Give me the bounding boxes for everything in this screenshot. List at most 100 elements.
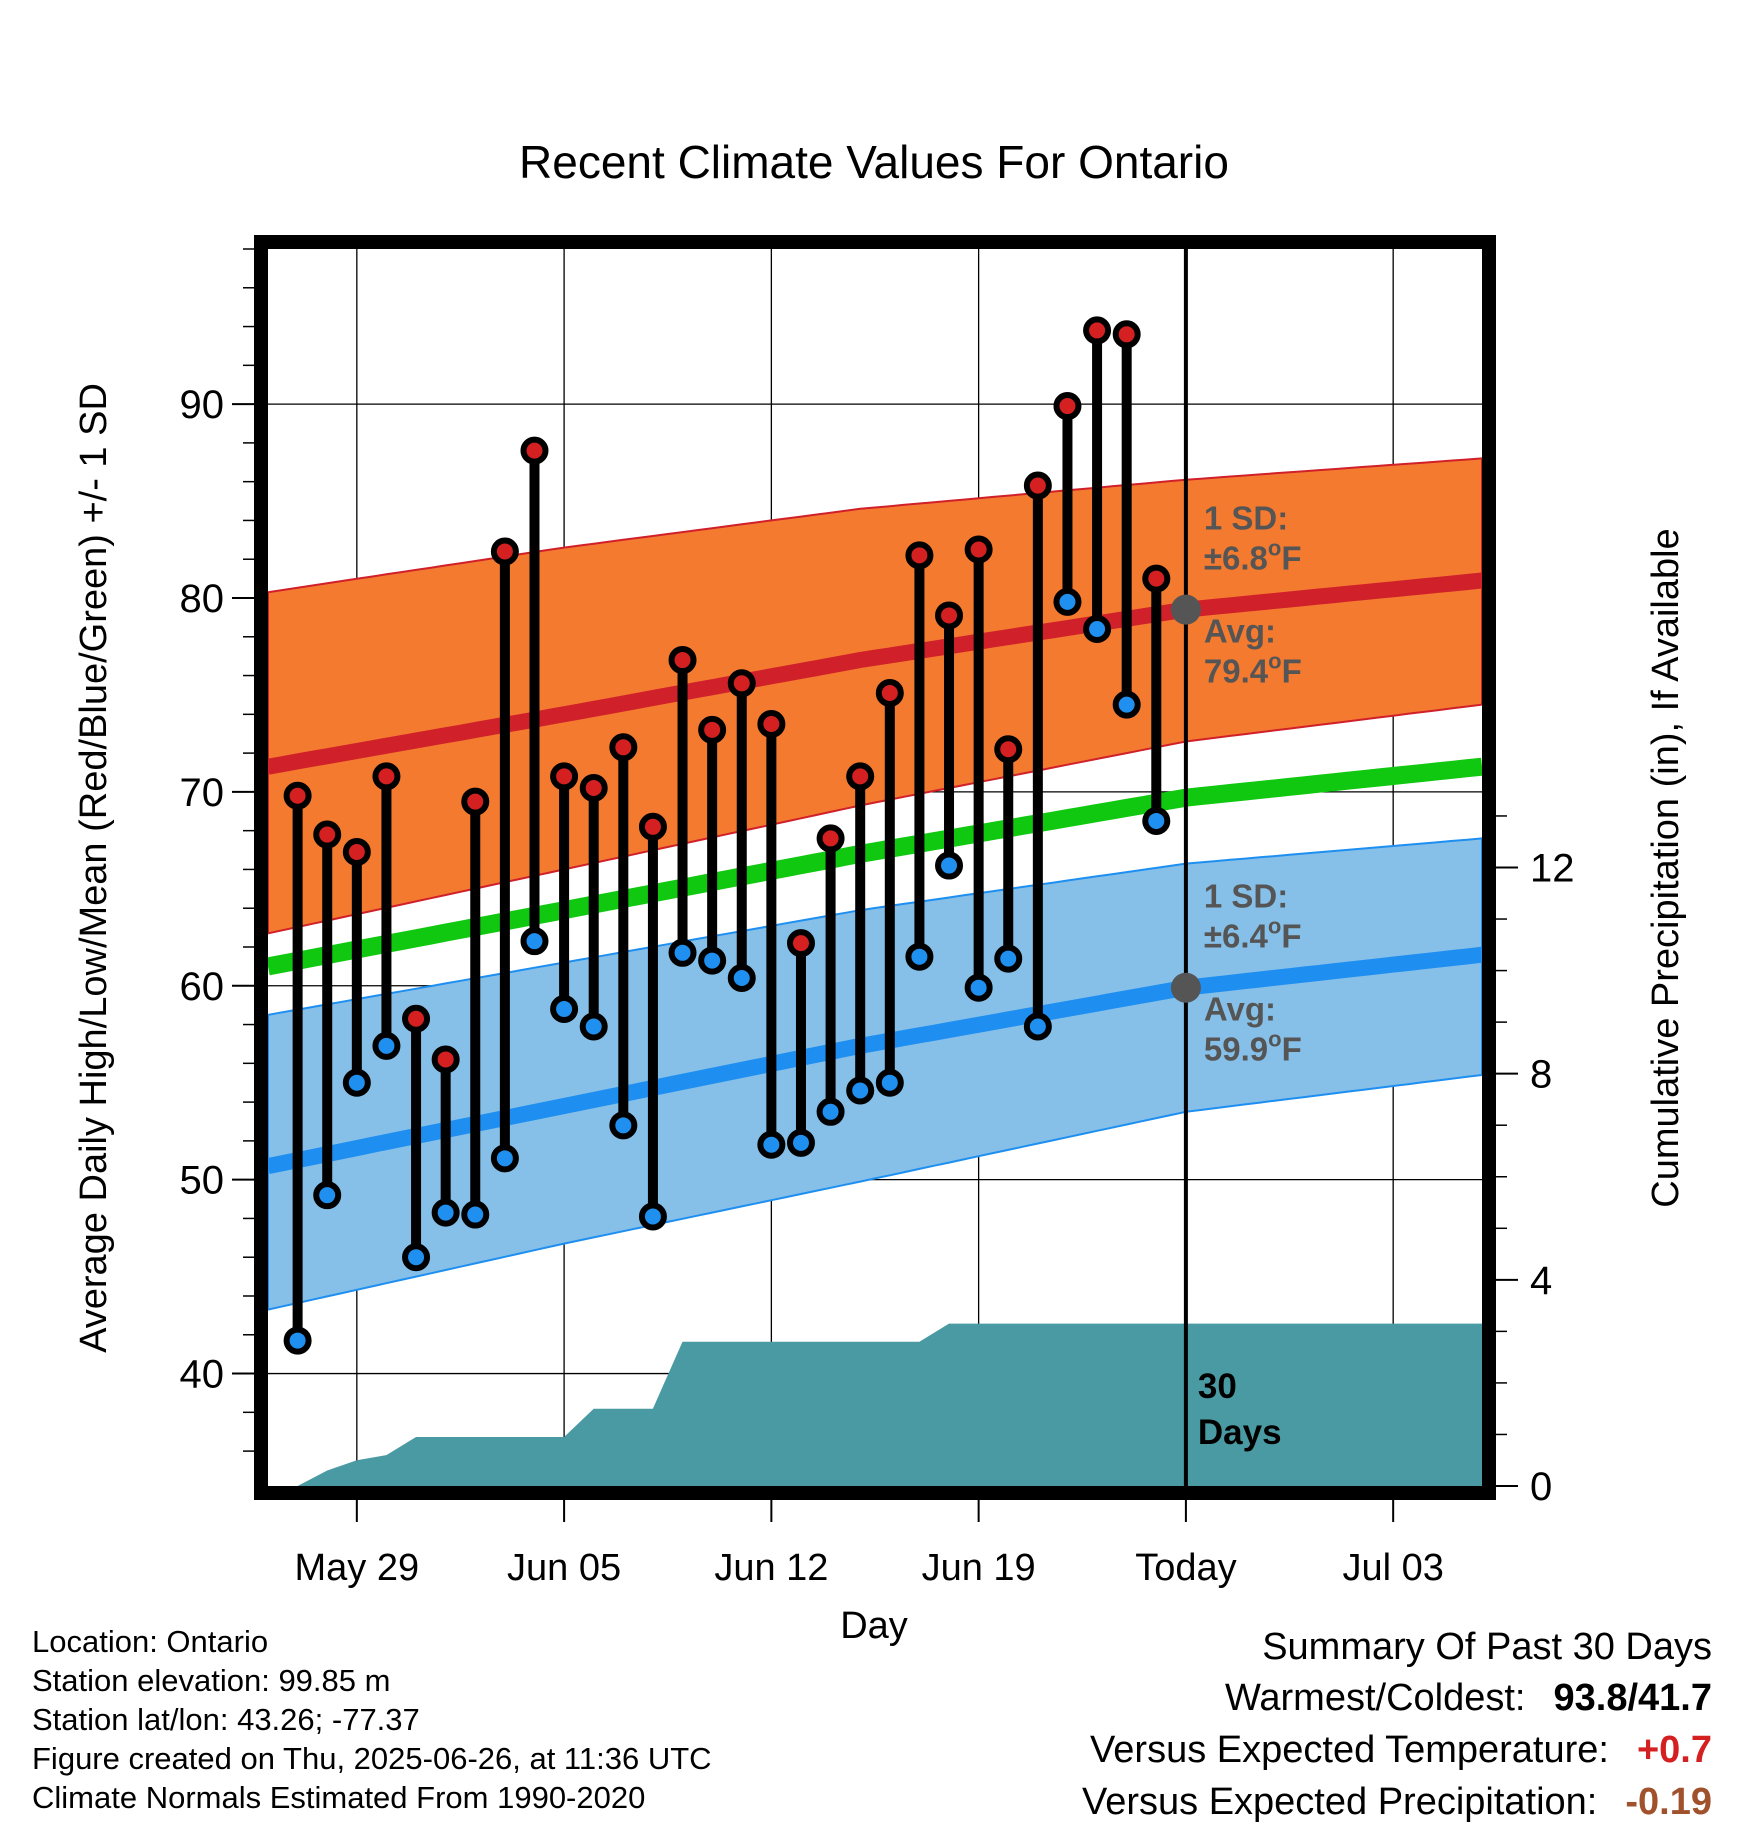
y-tick-label: 60 — [180, 965, 225, 1009]
low-temp-point — [342, 1068, 371, 1097]
warm-cold-value: 93.8/41.7 — [1553, 1677, 1713, 1719]
low-temp-point — [757, 1130, 786, 1159]
x-tick-label: Jun 19 — [922, 1547, 1036, 1589]
high-temp-point — [727, 669, 756, 698]
y-tick-label: 70 — [180, 771, 225, 815]
y2-tick-label: 8 — [1530, 1053, 1552, 1097]
high-temp-point — [1083, 316, 1112, 345]
high-temp-point — [846, 762, 875, 791]
low-temp-point — [372, 1031, 401, 1060]
low-temp-point — [875, 1068, 904, 1097]
low-temp-point — [579, 1012, 608, 1041]
high-annotation-sd-value: ±6.8oF — [1204, 536, 1302, 577]
y2-tick-label: 12 — [1530, 847, 1575, 891]
high-temp-point — [431, 1045, 460, 1074]
high-temp-point — [461, 787, 490, 816]
x-tick-label: Jun 12 — [714, 1547, 828, 1589]
y-tick-label: 50 — [180, 1159, 225, 1203]
y2-axis-label: Cumulative Precipitation (in), If Availa… — [1645, 528, 1687, 1207]
low-temp-point — [905, 942, 934, 971]
x-tick-label: Jul 03 — [1342, 1547, 1443, 1589]
low-temp-point — [935, 851, 964, 880]
high-temp-point — [609, 733, 638, 762]
low-temp-point — [994, 944, 1023, 973]
low-temp-point — [964, 973, 993, 1002]
high-temp-point — [490, 537, 519, 566]
today-avg-high-marker — [1170, 594, 1201, 625]
high-temp-point — [786, 929, 815, 958]
high-temp-point — [313, 820, 342, 849]
x-axis-label: Day — [840, 1605, 908, 1647]
high-temp-point — [816, 824, 845, 853]
high-temp-point — [402, 1004, 431, 1033]
chart-title: Recent Climate Values For Ontario — [519, 136, 1229, 188]
precip-departure-label: Versus Expected Precipitation: — [1081, 1781, 1598, 1823]
high-temp-point — [342, 837, 371, 866]
high-temp-point — [935, 601, 964, 630]
station-info: Location: Ontario Station elevation: 99.… — [32, 1622, 712, 1817]
warmest-value: 93.8 — [1553, 1677, 1628, 1719]
low-temp-point — [698, 946, 727, 975]
y-tick-label: 40 — [180, 1353, 225, 1397]
days-count-label: 30 — [1198, 1367, 1237, 1406]
climate-normals-period: Climate Normals Estimated From 1990-2020 — [32, 1780, 646, 1815]
summary-panel: Summary Of Past 30 Days Warmest/Coldest:… — [1082, 1622, 1712, 1828]
today-avg-low-marker — [1170, 972, 1201, 1003]
x-tick-label: Jun 05 — [507, 1547, 621, 1589]
low-temp-point — [313, 1181, 342, 1210]
low-temp-point — [520, 927, 549, 956]
high-temp-point — [1053, 392, 1082, 421]
low-temp-point — [1142, 806, 1171, 835]
high-temp-point — [1142, 564, 1171, 593]
x-tick-label: May 29 — [295, 1547, 420, 1589]
high-temp-point — [579, 774, 608, 803]
high-temp-point — [1023, 471, 1052, 500]
low-temp-point — [816, 1097, 845, 1126]
low-temp-point — [1083, 615, 1112, 644]
low-temp-point — [638, 1202, 667, 1231]
high-temp-point — [905, 541, 934, 570]
y-axis-label: Average Daily High/Low/Mean (Red/Blue/Gr… — [73, 383, 115, 1353]
high-temp-point — [550, 762, 579, 791]
high-annotation-avg-label: Avg: — [1204, 613, 1276, 650]
high-temp-point — [283, 781, 312, 810]
high-temp-point — [1112, 320, 1141, 349]
low-temp-point — [846, 1076, 875, 1105]
high-temp-point — [994, 735, 1023, 764]
high-temp-point — [875, 679, 904, 708]
summary-precip-row: Versus Expected Precipitation: -0.19 — [1082, 1776, 1712, 1828]
low-annotation-avg-value: 59.9oF — [1204, 1027, 1302, 1068]
precip-departure-value: -0.19 — [1625, 1781, 1712, 1823]
low-temp-point — [550, 995, 579, 1024]
y2-tick-label: 4 — [1530, 1259, 1552, 1303]
y-tick-label: 90 — [180, 383, 225, 427]
precip-area — [297, 1323, 1482, 1486]
high-temp-point — [520, 436, 549, 465]
high-annotation-sd-label: 1 SD: — [1204, 500, 1288, 537]
low-temp-point — [668, 938, 697, 967]
low-annotation-avg-label: Avg: — [1204, 991, 1276, 1028]
low-temp-point — [609, 1111, 638, 1140]
coldest-value: 41.7 — [1638, 1677, 1712, 1719]
station-elevation: Station elevation: 99.85 m — [32, 1663, 391, 1698]
low-temp-point — [490, 1144, 519, 1173]
warm-cold-label: Warmest/Coldest: — [1224, 1677, 1526, 1719]
summary-warm-cold-row: Warmest/Coldest: 93.8/41.7 — [1082, 1672, 1712, 1724]
low-temp-point — [1023, 1012, 1052, 1041]
low-annotation-sd-label: 1 SD: — [1204, 878, 1288, 915]
low-temp-point — [431, 1198, 460, 1227]
days-unit-label: Days — [1198, 1413, 1282, 1452]
high-temp-point — [757, 710, 786, 739]
high-temp-point — [668, 646, 697, 675]
high-temp-point — [964, 535, 993, 564]
figure-created: Figure created on Thu, 2025-06-26, at 11… — [32, 1741, 712, 1776]
low-temp-point — [727, 964, 756, 993]
low-temp-point — [786, 1128, 815, 1157]
temp-departure-label: Versus Expected Temperature: — [1090, 1729, 1609, 1771]
low-temp-point — [402, 1243, 431, 1272]
avg-high-line — [268, 572, 1482, 775]
temp-departure-value: +0.7 — [1636, 1729, 1712, 1771]
